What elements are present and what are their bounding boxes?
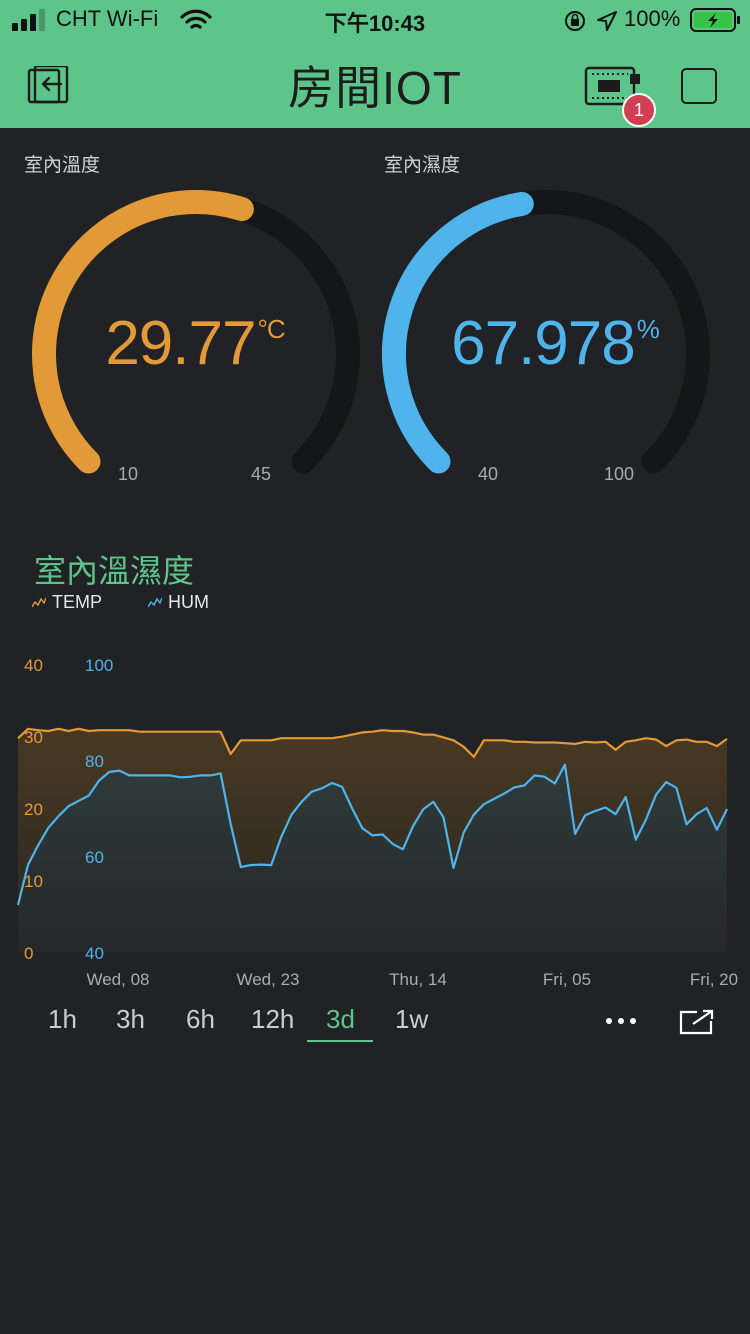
legend-temp[interactable]: TEMP: [31, 592, 103, 613]
hum-max: 100: [604, 464, 635, 484]
temp-gauge-label: 室內溫度: [24, 155, 101, 176]
y-left-tick-label: 20: [24, 800, 43, 819]
temp-gauge: [32, 190, 360, 474]
signal-bars-icon: [12, 9, 45, 31]
x-tick-label: Fri, 20: [690, 970, 738, 989]
active-tab-indicator: [307, 1040, 373, 1042]
orientation-lock-icon: [565, 11, 585, 31]
notification-badge: 1: [622, 93, 656, 127]
legend-hum[interactable]: HUM: [147, 592, 209, 613]
y-right-tick-label: 80: [85, 752, 104, 771]
temp-series-line: [17, 727, 728, 758]
x-tick-label: Thu, 14: [389, 970, 447, 989]
hum-gauge-arc: [382, 191, 534, 474]
y-left-tick-label: 40: [24, 656, 43, 675]
more-dots-icon[interactable]: [606, 1017, 636, 1025]
hum-series-line: [16, 763, 728, 906]
hum-value: 67.978%: [360, 308, 750, 379]
hum-gauge-label: 室內濕度: [384, 155, 461, 176]
x-tick-label: Fri, 05: [543, 970, 591, 989]
hum-min: 40: [478, 464, 499, 484]
legend-hum-line-icon: [147, 597, 163, 608]
range-tab-6h[interactable]: 6h: [186, 1004, 215, 1034]
wifi-icon: [180, 9, 212, 29]
y-left-tick-label: 30: [24, 728, 43, 747]
clock: 下午10:43: [324, 11, 426, 36]
temp-value: 29.77°C: [0, 308, 390, 379]
range-tab-1w[interactable]: 1w: [395, 1004, 429, 1034]
range-tab-12h[interactable]: 12h: [251, 1004, 295, 1034]
temp-unit: °C: [257, 314, 285, 344]
battery-charging-icon: [690, 8, 740, 32]
range-tab-1h[interactable]: 1h: [48, 1004, 77, 1034]
legend-temp-line-icon: [31, 597, 47, 608]
stop-square-icon[interactable]: [681, 68, 717, 104]
line-chart[interactable]: 0 10 20 30 40 40 60 80 100 Wed, 08 Wed, 23 Thu, 14 F…: [0, 610, 750, 1000]
temp-value-number: 29.77: [105, 309, 256, 378]
x-tick-label: Wed, 23: [236, 970, 299, 989]
battery-percent: 100%: [624, 6, 681, 31]
temp-gauge-arc: [32, 190, 254, 474]
y-left-tick-label: 10: [24, 872, 43, 891]
y-right-tick-label: 100: [85, 656, 113, 675]
carrier-label: CHT Wi-Fi: [56, 6, 159, 31]
y-right-tick-label: 60: [85, 848, 104, 867]
chart-title: 室內溫濕度: [34, 553, 195, 589]
expand-icon[interactable]: [679, 1009, 715, 1035]
range-tab-3d[interactable]: 3d: [326, 1004, 355, 1034]
hum-area: [18, 764, 727, 952]
y-left-tick-label: 0: [24, 944, 33, 963]
range-tab-3h[interactable]: 3h: [116, 1004, 145, 1034]
temp-max: 45: [251, 464, 272, 484]
hum-value-number: 67.978: [451, 309, 636, 378]
device-chip-icon[interactable]: [584, 66, 642, 108]
hum-unit: %: [636, 314, 660, 344]
y-right-tick-label: 40: [85, 944, 104, 963]
page-title: 房間IOT: [288, 62, 462, 114]
legend-temp-label: TEMP: [52, 592, 103, 612]
hum-gauge: [382, 190, 710, 474]
temp-min: 10: [118, 464, 139, 484]
status-bar: CHT Wi-Fi 下午10:43 100%: [0, 0, 750, 40]
x-tick-label: Wed, 08: [86, 970, 149, 989]
location-arrow-icon: [597, 11, 617, 31]
legend-hum-label: HUM: [168, 592, 209, 612]
app-header: 房間IOT 1: [0, 40, 750, 128]
exit-icon[interactable]: [27, 66, 75, 106]
